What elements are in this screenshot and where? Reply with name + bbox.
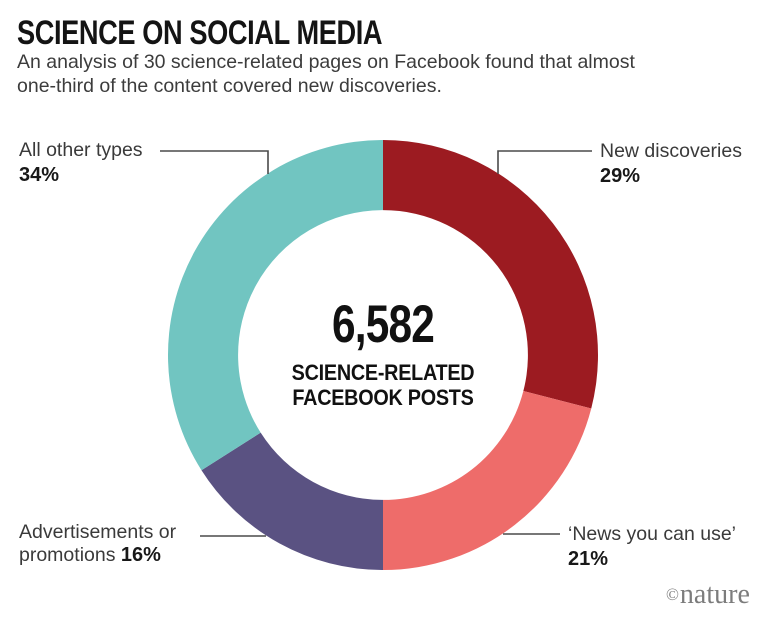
callout-label: ‘News you can use’ <box>568 523 736 545</box>
credit-name: nature <box>679 579 750 610</box>
callout-percent: 34% <box>19 164 60 186</box>
copyright-icon: © <box>666 585 679 604</box>
callout-advertisements: Advertisements or promotions 16% <box>19 521 176 567</box>
callout-label: New discoveries <box>600 140 742 162</box>
callout-label-line-1: Advertisements or <box>19 521 177 543</box>
callout-percent: 21% <box>568 548 609 570</box>
chart-title: SCIENCE ON SOCIAL MEDIA <box>17 14 383 52</box>
nature-logo: ©nature <box>666 579 750 611</box>
callout-news-you-can-use: ‘News you can use’ 21% <box>568 523 736 571</box>
callout-all-other-types: All other types 34% <box>19 139 143 187</box>
center-value: 6,582 <box>331 295 435 354</box>
subtitle-line-2: one-third of the content covered new dis… <box>17 75 442 97</box>
callout-label-line-2: promotions 16% <box>19 544 176 567</box>
callout-new-discoveries: New discoveries 29% <box>600 140 742 188</box>
donut-segment--news-you-can-use- <box>383 391 592 570</box>
center-label-line-2: FACEBOOK POSTS <box>292 384 474 410</box>
callout-percent: 29% <box>600 165 641 187</box>
donut-segment-new-discoveries <box>383 140 598 409</box>
donut-center-text: 6,582 SCIENCE-RELATED FACEBOOK POSTS <box>223 298 543 410</box>
subtitle-line-1: An analysis of 30 science-related pages … <box>17 51 635 73</box>
donut-segment-advertisements-or-promotions <box>201 432 383 570</box>
chart-subtitle: An analysis of 30 science-related pages … <box>17 50 635 98</box>
donut-chart <box>168 140 598 570</box>
callout-percent: 16% <box>120 544 161 566</box>
center-label-line-1: SCIENCE-RELATED <box>291 360 475 385</box>
callout-label: All other types <box>19 139 143 161</box>
donut-segment-all-other-types <box>168 140 383 471</box>
callout-label-word: promotions <box>19 544 116 566</box>
